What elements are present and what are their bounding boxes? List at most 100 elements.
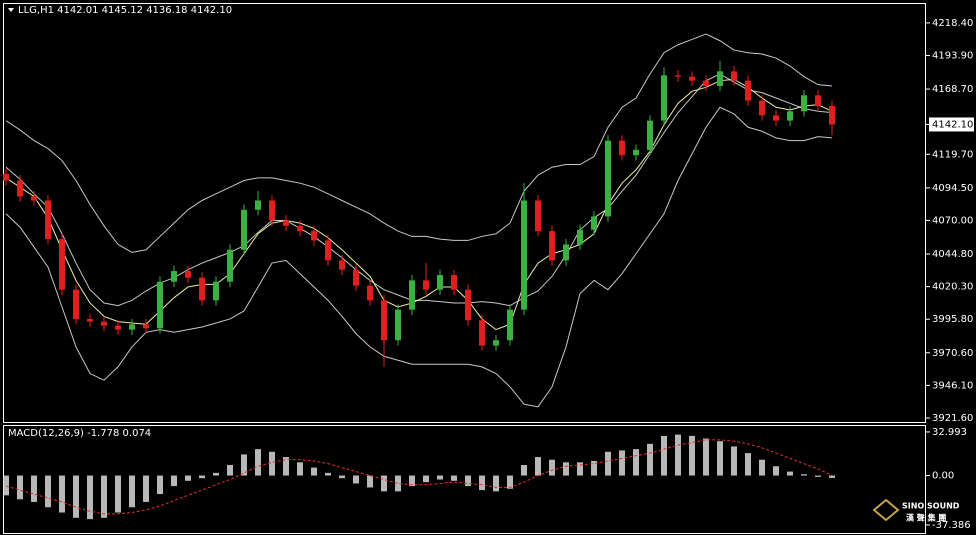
price-panel [3, 3, 926, 423]
candle-body [87, 318, 93, 322]
candle-body [815, 95, 821, 106]
candle-body [675, 75, 681, 77]
candle-body [325, 240, 331, 261]
macd-bar [87, 475, 93, 520]
candle-body [31, 196, 37, 201]
y-tick-label: 4044.80 [932, 249, 973, 260]
y-tick-label: 4218.40 [932, 18, 973, 29]
macd-bar [423, 475, 429, 483]
y-tick-label: 4193.90 [932, 51, 973, 62]
y-tick-label: 4119.70 [932, 149, 973, 160]
candle-body [213, 281, 219, 301]
candle-body [507, 309, 513, 341]
indicator-line [5, 73, 833, 307]
macd-bar [255, 449, 261, 476]
y-tick-label: 4070.00 [932, 215, 973, 226]
y-tick-label: -37.386 [932, 520, 971, 531]
macd-bar [563, 462, 569, 476]
indicator-line [5, 106, 833, 408]
candle-body [311, 231, 317, 241]
macd-bar [31, 475, 37, 502]
candle-body [801, 95, 807, 112]
macd-bar [143, 475, 149, 502]
macd-bar [227, 464, 233, 476]
candle-body [493, 340, 499, 346]
candle-body [395, 309, 401, 341]
macd-bar [717, 441, 723, 476]
candle-body [605, 140, 611, 217]
macd-bar [605, 451, 611, 476]
candle-body [549, 231, 555, 261]
macd-bar [409, 475, 415, 487]
candle-body [241, 209, 247, 250]
y-tick-label: 3970.60 [932, 348, 973, 359]
y-tick-label: 3995.80 [932, 314, 973, 325]
macd-bar [185, 475, 191, 481]
candle-body [703, 80, 709, 87]
macd-bar [507, 475, 513, 489]
macd-bar [689, 435, 695, 476]
macd-bar [101, 475, 107, 518]
candle-body [465, 289, 471, 321]
candle-body [339, 260, 345, 270]
candle-body [185, 271, 191, 278]
candle-body [353, 269, 359, 286]
macd-bar [661, 435, 667, 476]
macd-bar [45, 475, 51, 508]
macd-bar [59, 475, 65, 513]
candle-body [269, 200, 275, 221]
candle-body [521, 200, 527, 310]
macd-bar [829, 475, 835, 478]
y-tick-label: 4020.30 [932, 282, 973, 293]
candle-body [101, 321, 107, 326]
macd-bar [731, 446, 737, 476]
macd-bar [395, 475, 401, 492]
candle-body [577, 229, 583, 245]
candle-body [45, 200, 51, 240]
candle-body [689, 76, 695, 81]
candle-body [479, 320, 485, 346]
candle-body [535, 200, 541, 232]
macd-bar [3, 475, 9, 496]
y-tick-label: 4094.50 [932, 183, 973, 194]
candle-body [745, 80, 751, 101]
candle-body [409, 280, 415, 310]
candle-body [647, 120, 653, 150]
candle-body [633, 149, 639, 156]
candle-body [143, 324, 149, 329]
y-tick-label: 0.00 [932, 471, 954, 482]
macd-bar [325, 472, 331, 476]
logo-subtitle: 漢 聲 集 團 [906, 513, 946, 523]
macd-bar [801, 474, 807, 476]
macd-bar [591, 461, 597, 476]
candle-body [773, 115, 779, 121]
candle-body [59, 239, 65, 290]
macd-bar [633, 449, 639, 476]
signal-line [5, 439, 833, 515]
candle-body [591, 216, 597, 230]
candle-body [227, 249, 233, 282]
candle-body [115, 325, 121, 330]
y-tick-label: 3921.60 [932, 413, 973, 424]
candle-body [199, 277, 205, 301]
candle-body [451, 275, 457, 290]
candle-body [367, 285, 373, 301]
macd-bar [815, 475, 821, 477]
candle-body [171, 271, 177, 282]
candle-body [17, 180, 23, 197]
macd-bar [199, 475, 205, 479]
macd-bar [535, 457, 541, 476]
macd-bar [451, 475, 457, 481]
macd-title: MACD(12,26,9) -1.778 0.074 [8, 428, 151, 439]
candle-body [157, 281, 163, 329]
last-price-label: 4142.10 [932, 119, 973, 130]
candle-body [661, 75, 667, 121]
logo-icon [872, 498, 900, 522]
macd-bar [703, 438, 709, 476]
macd-bar [129, 475, 135, 508]
candle-body [381, 300, 387, 341]
candle-body [129, 324, 135, 330]
macd-bar [521, 464, 527, 476]
